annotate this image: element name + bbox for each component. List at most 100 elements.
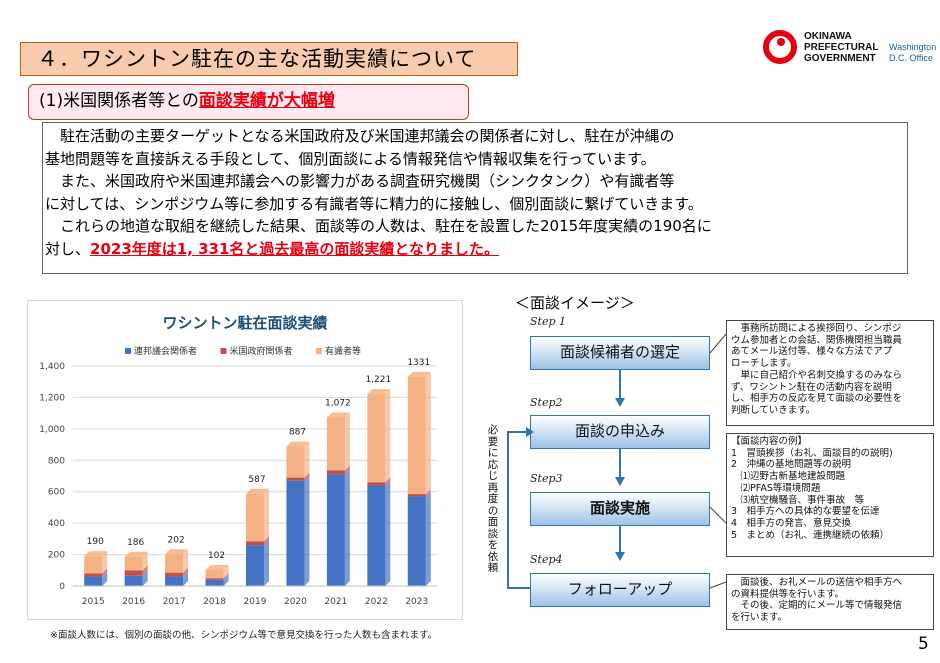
loop-back-arrow bbox=[507, 427, 534, 589]
logo-dc-line-1: Washington bbox=[889, 42, 937, 52]
bar-segment bbox=[124, 570, 143, 576]
flow-heading: ＜面談イメージ＞ bbox=[515, 294, 635, 312]
bar-side bbox=[223, 564, 229, 579]
bar-side bbox=[183, 549, 189, 573]
bar-segment bbox=[407, 496, 426, 586]
note-line: を行います。 bbox=[731, 612, 788, 624]
logo-line-1: OKINAWA bbox=[804, 31, 852, 42]
step-2-label: Step2 bbox=[530, 396, 563, 409]
bar-side bbox=[304, 441, 310, 478]
step-3-note: 【面談内容の例】 1 冒頭挨拶（お礼、面談目的の説明) 2 沖縄の基地問題等の説… bbox=[726, 433, 934, 557]
legend-label: 連邦議会関係者 bbox=[134, 345, 197, 357]
bar-side bbox=[385, 480, 391, 586]
bar-segment bbox=[286, 480, 305, 586]
bar-segment bbox=[205, 578, 224, 580]
note-line: その後、定期的にメール等で情報発信 bbox=[731, 600, 903, 612]
step-2-box: 面談の申込み bbox=[530, 415, 710, 449]
bar-segment bbox=[326, 417, 345, 471]
bar-segment bbox=[84, 556, 103, 574]
bar-segment bbox=[124, 575, 143, 586]
bar-segment bbox=[246, 493, 264, 542]
paragraph-highlight: 2023年度は1, 331名と過去最高の面談実績となりました。 bbox=[90, 239, 499, 258]
bar-top bbox=[205, 564, 229, 570]
logo-line-2: PREFECTURAL bbox=[804, 42, 879, 53]
x-tick-label: 2022 bbox=[365, 597, 388, 607]
paragraph-line: これらの地道な取組を継続した結果、面談等の人数は、駐在を設置した2015年度実績… bbox=[45, 217, 712, 235]
y-tick-label: 600 bbox=[48, 488, 65, 498]
logo-text: OKINAWA PREFECTURAL GOVERNMENT bbox=[804, 31, 878, 64]
bar-side bbox=[183, 571, 189, 586]
step-4-label: Step4 bbox=[530, 553, 563, 566]
x-tick-label: 2016 bbox=[122, 597, 145, 607]
x-tick-label: 2018 bbox=[203, 597, 226, 607]
note-line: の資料提供等を行います。 bbox=[731, 588, 845, 600]
summary-paragraph: 駐在活動の主要ターゲットとなる米国政府及び米国連邦議会の関係者に対し、駐在が沖縄… bbox=[42, 122, 908, 274]
bar-side bbox=[385, 477, 391, 486]
paragraph-line: 駐在活動の主要ターゲットとなる米国政府及び米国連邦議会の関係者に対し、駐在が沖縄… bbox=[45, 127, 675, 145]
note-line: 判断していきます。 bbox=[731, 404, 816, 416]
section-subtitle: (1)米国関係者等との面談実績が大幅増 bbox=[28, 84, 469, 120]
bar-segment bbox=[326, 470, 345, 475]
bar-side bbox=[344, 469, 350, 586]
flow-connector bbox=[619, 370, 621, 398]
bar-top bbox=[84, 551, 108, 557]
total-label: 1,221 bbox=[365, 375, 391, 385]
bar-segment bbox=[124, 556, 143, 571]
total-label: 1,072 bbox=[325, 399, 351, 409]
legend-swatch bbox=[125, 348, 131, 354]
x-tick-label: 2019 bbox=[244, 597, 267, 607]
note-line: ローチします。 bbox=[731, 358, 797, 370]
bar-side bbox=[102, 568, 108, 577]
total-label: 186 bbox=[127, 538, 144, 548]
y-tick-label: 1,400 bbox=[39, 362, 65, 372]
bar-segment bbox=[84, 576, 103, 586]
logo-dc-line-2: D.C. Office bbox=[889, 53, 933, 63]
bar-side bbox=[425, 489, 431, 497]
logo-line-3: GOVERNMENT bbox=[804, 53, 876, 64]
bar-segment bbox=[407, 376, 426, 495]
bar-segment bbox=[246, 541, 264, 546]
note-line: あてメール送付等、様々な方法でアプ bbox=[731, 346, 893, 358]
subtitle-highlight: 面談実績が大幅増 bbox=[198, 91, 335, 111]
okinawa-logo-icon bbox=[763, 30, 797, 64]
bar-side bbox=[223, 573, 229, 580]
note-line: 1 冒頭挨拶（お礼、面談目的の説明) bbox=[731, 447, 893, 459]
bar-segment bbox=[205, 579, 224, 586]
x-tick-label: 2015 bbox=[82, 597, 105, 607]
paragraph-line: 基地問題等を直接訴える手段として、個別面談による情報発信や情報収集を行っています… bbox=[45, 149, 656, 168]
subtitle-prefix: (1)米国関係者等との bbox=[39, 91, 199, 111]
repeat-request-note: 必要に応じ再度の面談を依頼 bbox=[487, 424, 499, 574]
y-tick-label: 800 bbox=[48, 456, 65, 466]
legend-swatch bbox=[220, 348, 227, 354]
total-label: 202 bbox=[168, 535, 185, 545]
bar-side bbox=[264, 488, 269, 542]
bar-side bbox=[142, 565, 148, 576]
flow-connector bbox=[619, 449, 621, 477]
note-line: 2 沖縄の基地問題等の説明 bbox=[731, 459, 852, 471]
note-line: ウム参加者との会話、関係機関担当職員 bbox=[731, 334, 902, 346]
bar-segment bbox=[367, 482, 386, 486]
note-line: 面談後、お礼メールの送信や相手方へ bbox=[731, 577, 903, 588]
bar-top bbox=[367, 389, 391, 395]
total-label: 887 bbox=[289, 428, 306, 438]
y-tick-label: 200 bbox=[48, 551, 65, 561]
x-tick-label: 2017 bbox=[163, 597, 186, 607]
bar-top bbox=[124, 551, 148, 557]
bar-side bbox=[425, 371, 431, 495]
total-label: 1331 bbox=[407, 358, 430, 368]
arrow-down-icon bbox=[615, 398, 625, 407]
bar-side bbox=[344, 412, 350, 471]
arrow-down-icon bbox=[615, 477, 625, 486]
x-tick-label: 2023 bbox=[405, 597, 428, 607]
arrow-down-icon bbox=[615, 552, 625, 561]
paragraph-last-line: 対し、2023年度は1, 331名と過去最高の面談実績となりました。 bbox=[45, 238, 905, 261]
step-1-note: 事務所訪問による挨拶回り、シンポジ ウム参加者との会話、関係機関担当職員 あてメ… bbox=[726, 320, 934, 426]
bar-top bbox=[286, 441, 310, 447]
note-line: 4 相手方の発言、意見交換 bbox=[731, 517, 852, 529]
bar-side bbox=[223, 574, 229, 586]
note-line: 5 まとめ（お礼、連携継続の依頼） bbox=[731, 529, 890, 541]
y-tick-label: 1,200 bbox=[39, 393, 65, 403]
note-line: し、相手方の反応を見て面談の必要性を bbox=[731, 393, 903, 405]
bar-side bbox=[344, 465, 350, 475]
step-3-box: 面談実施 bbox=[530, 492, 710, 526]
